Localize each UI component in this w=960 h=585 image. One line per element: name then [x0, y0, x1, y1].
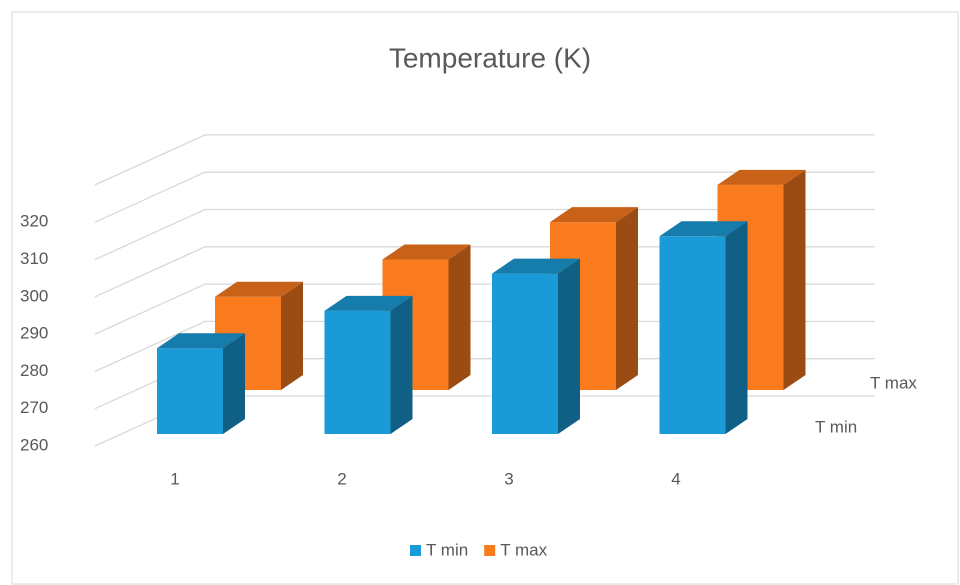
- grid-line: [94, 246, 875, 298]
- bar-top: [550, 207, 638, 223]
- y-tick-label: 290: [20, 324, 48, 343]
- legend-swatch: [484, 545, 496, 556]
- bar-front: [659, 236, 726, 434]
- bar-side: [448, 244, 471, 390]
- chart-frame: [11, 11, 959, 585]
- legend-label: T min: [426, 540, 468, 559]
- y-tick-label: 260: [20, 435, 48, 454]
- y-tick-label: 300: [20, 286, 48, 305]
- legend-label: T max: [500, 540, 547, 559]
- grid-line: [94, 208, 875, 261]
- bar-front: [157, 348, 223, 434]
- chart-title: Temperature (K): [389, 42, 591, 73]
- grid-line: [94, 283, 875, 335]
- bar-top: [215, 281, 303, 297]
- x-tick-label: 3: [504, 469, 513, 488]
- x-tick-label: 1: [170, 469, 179, 488]
- depth-label: T min: [815, 417, 857, 436]
- x-tick-label: 2: [337, 469, 346, 488]
- bar-side: [616, 207, 638, 390]
- y-tick-label: 280: [20, 361, 48, 380]
- bar-top: [659, 221, 748, 237]
- bar-side: [558, 258, 580, 434]
- grid-line: [94, 320, 875, 372]
- bar-top: [157, 333, 245, 349]
- bar-top: [717, 169, 806, 185]
- y-tick-label: 320: [20, 212, 48, 231]
- bar-front: [492, 273, 558, 434]
- x-tick-label: 4: [671, 469, 680, 488]
- y-tick-label: 310: [20, 249, 48, 268]
- legend-swatch: [410, 545, 421, 556]
- bar-top: [382, 244, 471, 260]
- bar-side: [390, 295, 413, 434]
- bar-top: [492, 258, 580, 274]
- bar-side: [281, 281, 303, 390]
- bar-side: [783, 169, 806, 390]
- y-tick-label: 270: [20, 398, 48, 417]
- bar-side: [725, 221, 748, 434]
- depth-label: T max: [870, 373, 917, 392]
- bar-side: [223, 333, 245, 434]
- grid-line: [94, 134, 875, 186]
- bar-top: [324, 295, 413, 311]
- bar-front: [324, 310, 391, 434]
- grid-line: [94, 171, 875, 223]
